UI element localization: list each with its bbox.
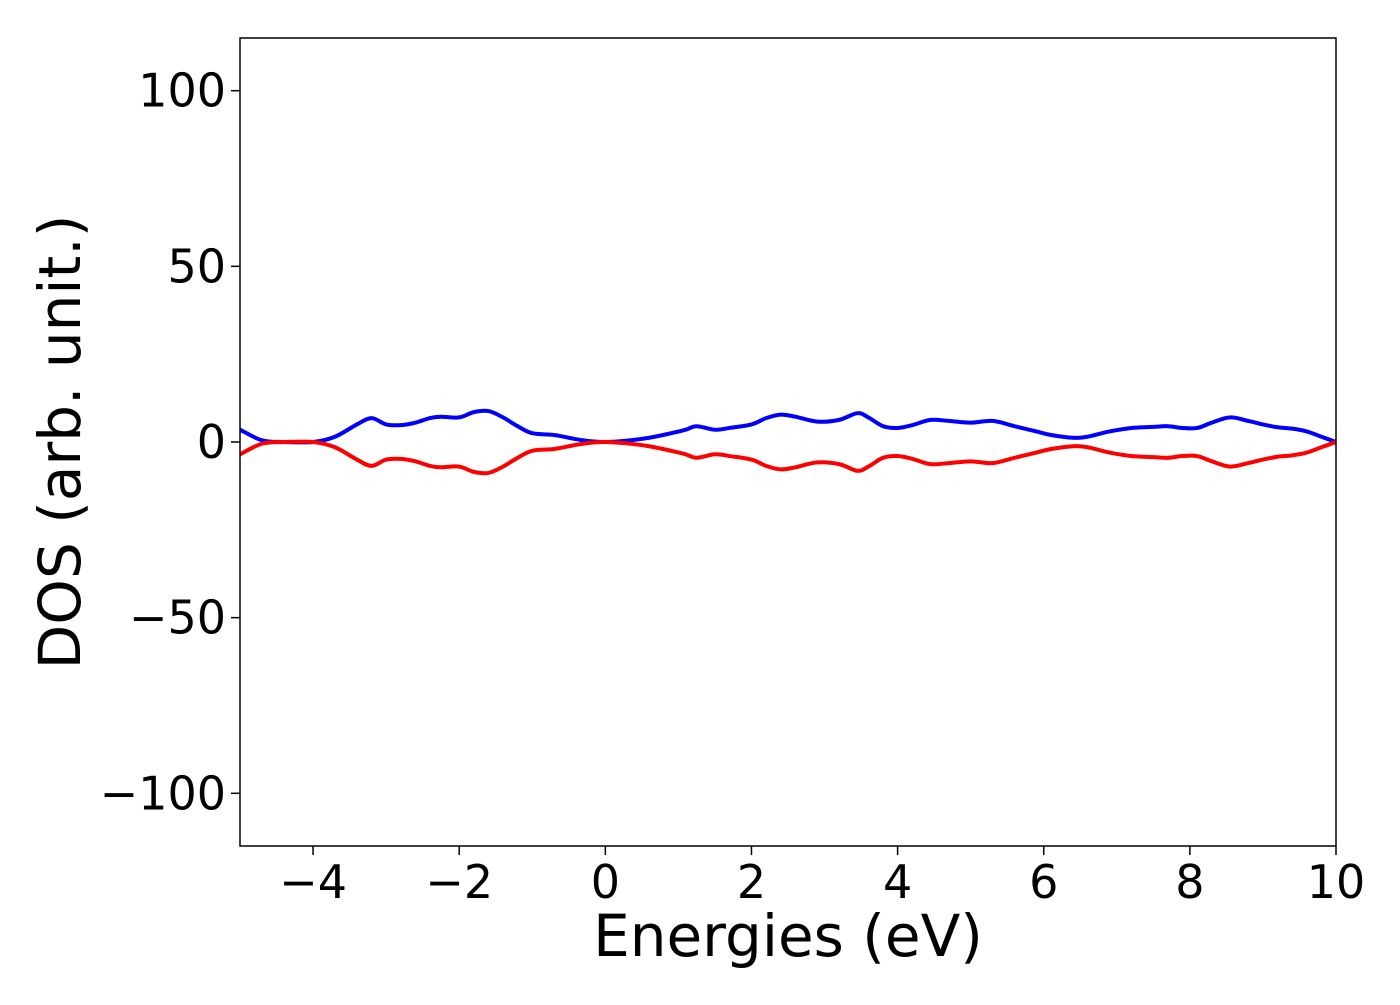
series-layer <box>240 408 1336 476</box>
plot-frame <box>239 37 1337 847</box>
y-tick-label: 50 <box>167 239 226 293</box>
x-axis-ticks: −4 −2 0 2 4 6 8 10 <box>279 846 1365 909</box>
y-axis-label: DOS (arb. unit.) <box>26 215 94 670</box>
x-axis-label: Energies (eV) <box>593 902 983 970</box>
x-tick-label: 10 <box>1307 855 1366 909</box>
x-tick-label: −2 <box>425 855 493 909</box>
x-tick-label: 2 <box>737 855 766 909</box>
x-tick-label: 6 <box>1029 855 1058 909</box>
y-tick-label: 0 <box>197 415 226 469</box>
y-tick-label: 100 <box>138 64 226 118</box>
x-tick-label: 0 <box>591 855 620 909</box>
y-tick-label: −100 <box>100 766 226 820</box>
x-tick-label: −4 <box>279 855 347 909</box>
series-line-down <box>240 439 1336 476</box>
x-tick-label: 4 <box>883 855 912 909</box>
series-line-up <box>240 408 1336 445</box>
x-tick-label: 8 <box>1175 855 1204 909</box>
y-tick-label: −50 <box>129 591 226 645</box>
y-axis-ticks: 100 50 0 −50 −100 <box>100 64 240 820</box>
